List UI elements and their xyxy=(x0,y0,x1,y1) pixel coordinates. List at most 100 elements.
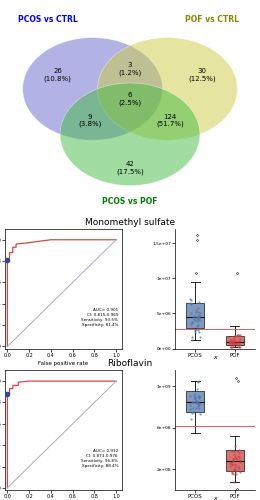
Point xyxy=(230,460,234,468)
Point xyxy=(189,308,193,316)
Point xyxy=(228,338,232,346)
Point xyxy=(190,408,194,416)
Point xyxy=(188,404,192,412)
Point xyxy=(197,401,201,409)
Point xyxy=(230,455,235,463)
Point xyxy=(193,316,197,324)
Text: Riboflavin: Riboflavin xyxy=(107,359,153,368)
Point xyxy=(228,336,232,344)
Point xyxy=(228,338,232,346)
Point xyxy=(232,478,236,486)
Point xyxy=(231,338,235,346)
Point xyxy=(195,322,199,330)
Point xyxy=(197,400,201,407)
Point xyxy=(194,314,198,322)
Point xyxy=(197,328,201,336)
PathPatch shape xyxy=(186,303,204,328)
Point xyxy=(228,462,232,470)
Ellipse shape xyxy=(60,83,200,186)
Text: Monomethyl sulfate: Monomethyl sulfate xyxy=(85,218,175,226)
Point xyxy=(238,331,242,339)
Text: PCOS vs CTRL: PCOS vs CTRL xyxy=(18,16,77,24)
Point xyxy=(235,332,239,340)
PathPatch shape xyxy=(186,391,204,412)
Point xyxy=(194,385,199,393)
Point xyxy=(197,404,202,411)
Point xyxy=(196,315,200,323)
Point xyxy=(196,312,200,320)
Point xyxy=(194,306,198,314)
Point xyxy=(198,310,202,318)
Point xyxy=(238,335,242,343)
Text: 124
(51.7%): 124 (51.7%) xyxy=(156,114,184,127)
Point xyxy=(190,336,194,344)
Text: POF vs CTRL: POF vs CTRL xyxy=(185,16,239,24)
Point xyxy=(231,470,235,478)
Point xyxy=(194,397,198,405)
Point xyxy=(191,398,196,406)
Point xyxy=(229,337,233,345)
Text: AUC= 0.932
CI: 0.873-0.976
Sensitivity: 96.8%
Specificity: 88.4%: AUC= 0.932 CI: 0.873-0.976 Sensitivity: … xyxy=(81,449,118,468)
Point xyxy=(197,400,201,408)
Point xyxy=(235,463,239,471)
Point xyxy=(235,455,239,463)
Point xyxy=(197,313,201,321)
Point xyxy=(197,394,201,402)
Point xyxy=(196,378,200,386)
Point xyxy=(235,330,239,338)
Point xyxy=(232,338,237,346)
Text: x: x xyxy=(213,354,217,360)
Text: AUC= 0.901
CI: 0.815-0.965
Sensitivity: 93.5%
Specificity: 81.4%: AUC= 0.901 CI: 0.815-0.965 Sensitivity: … xyxy=(81,308,118,327)
Point xyxy=(233,454,237,462)
Point xyxy=(192,408,196,416)
Point xyxy=(196,377,200,385)
Point xyxy=(233,452,237,460)
Point xyxy=(229,459,233,467)
Point xyxy=(230,343,234,351)
Point xyxy=(232,450,236,458)
Point xyxy=(192,394,197,402)
Point xyxy=(196,326,200,334)
Point xyxy=(238,468,242,476)
Point xyxy=(196,321,200,329)
Point xyxy=(228,337,232,345)
Point xyxy=(197,316,201,324)
Point xyxy=(194,404,198,412)
Point xyxy=(196,304,200,312)
Point xyxy=(193,394,197,402)
Point xyxy=(237,464,241,472)
Point xyxy=(195,398,199,406)
Point xyxy=(197,394,201,402)
Point xyxy=(234,468,238,475)
Text: 6
(2.5%): 6 (2.5%) xyxy=(119,92,141,106)
Point xyxy=(234,454,238,462)
Text: 3
(1.2%): 3 (1.2%) xyxy=(118,62,142,76)
Point xyxy=(195,397,199,405)
Point xyxy=(236,337,240,345)
Point xyxy=(232,447,236,455)
Point xyxy=(194,399,199,407)
Point xyxy=(190,318,194,326)
Point xyxy=(238,458,242,466)
Point xyxy=(235,448,239,456)
Point xyxy=(233,332,237,340)
Point xyxy=(230,468,234,476)
Point xyxy=(230,339,234,347)
Point xyxy=(231,342,235,350)
Point xyxy=(236,337,240,345)
Point xyxy=(237,446,241,454)
Point xyxy=(195,314,199,322)
Point xyxy=(236,332,240,340)
Point xyxy=(229,343,233,351)
Point xyxy=(190,334,194,342)
Point xyxy=(194,398,198,406)
Point xyxy=(190,398,194,406)
Point xyxy=(237,331,242,339)
Ellipse shape xyxy=(98,38,237,140)
Point xyxy=(197,394,202,402)
Point xyxy=(231,455,235,463)
Point xyxy=(190,318,194,326)
Point xyxy=(196,402,200,410)
Point xyxy=(191,313,195,321)
Point xyxy=(188,320,193,328)
